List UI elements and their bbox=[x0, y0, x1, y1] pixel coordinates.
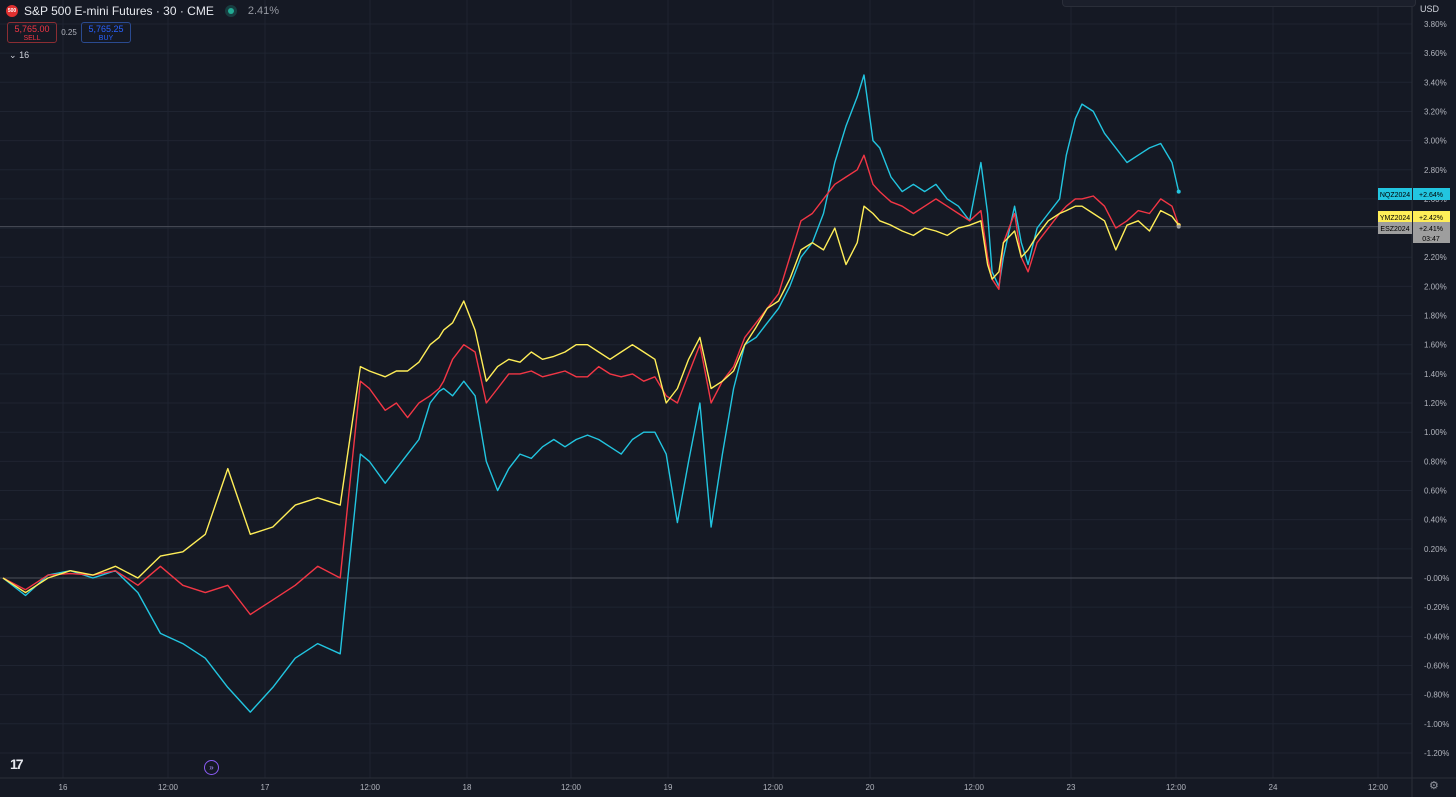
goto-realtime-icon[interactable]: » bbox=[204, 760, 219, 775]
buy-button[interactable]: 5,765.25 BUY bbox=[81, 22, 131, 43]
currency-selector[interactable]: USD bbox=[1420, 4, 1440, 14]
series-endpoint-esz2024 bbox=[1176, 224, 1181, 229]
series-line-rty bbox=[2, 154, 1180, 616]
y-tick-label: -0.80% bbox=[1424, 691, 1449, 700]
badge-esz2024-label-bg bbox=[1378, 222, 1412, 234]
symbol-title[interactable]: S&P 500 E-mini Futures · 30 · CME bbox=[24, 4, 214, 18]
x-tick-label: 20 bbox=[866, 783, 875, 792]
countdown-label: 03:47 bbox=[1422, 236, 1440, 243]
y-tick-label: 3.20% bbox=[1424, 107, 1447, 116]
badge-ymz2024-value-bg bbox=[1413, 211, 1450, 223]
sp500-logo-icon: 500 bbox=[6, 5, 18, 17]
x-tick-label: 16 bbox=[59, 783, 68, 792]
symbol-header: 500 S&P 500 E-mini Futures · 30 · CME 2.… bbox=[6, 4, 279, 18]
chevron-down-icon: ⌄ bbox=[9, 50, 17, 60]
badge-esz2024-value-bg bbox=[1413, 222, 1450, 234]
badge-esz2024: ESZ2024 +2.41% bbox=[1378, 222, 1450, 234]
badge-esz2024-name: ESZ2024 bbox=[1380, 226, 1409, 233]
badge-nqz2024-name: NQZ2024 bbox=[1380, 192, 1410, 199]
y-tick-label: 0.60% bbox=[1424, 487, 1447, 496]
badge-nqz2024-label-bg bbox=[1378, 188, 1412, 200]
market-status-icon bbox=[227, 8, 234, 14]
badge-nqz2024-value-bg bbox=[1413, 188, 1450, 200]
x-tick-label: 19 bbox=[664, 783, 673, 792]
spread-value: 0.25 bbox=[61, 28, 77, 37]
y-tick-label: 0.80% bbox=[1424, 457, 1447, 466]
y-tick-label: 1.80% bbox=[1424, 312, 1447, 321]
buy-price: 5,765.25 bbox=[88, 24, 124, 34]
badge-nqz2024: NQZ2024 +2.64% bbox=[1378, 188, 1450, 200]
y-tick-label: 1.40% bbox=[1424, 370, 1447, 379]
sell-price: 5,765.00 bbox=[14, 24, 50, 34]
badge-esz2024-value: +2.41% bbox=[1419, 226, 1443, 233]
sell-label: SELL bbox=[23, 35, 41, 42]
series-line-ymz2024 bbox=[2, 205, 1180, 594]
trade-panel: 5,765.00 SELL 0.25 5,765.25 BUY bbox=[7, 22, 131, 43]
header-change: 2.41% bbox=[247, 5, 280, 17]
top-toolbar bbox=[1062, 0, 1416, 7]
y-tick-label: 3.60% bbox=[1424, 49, 1447, 58]
badge-ymz2024-label-bg bbox=[1378, 211, 1412, 223]
series-endpoint-nqz2024 bbox=[1176, 189, 1181, 194]
y-tick-label: 0.40% bbox=[1424, 516, 1447, 525]
y-tick-label: -0.00% bbox=[1424, 574, 1449, 583]
x-tick-label: 12:00 bbox=[1166, 783, 1187, 792]
x-tick-label: 12:00 bbox=[360, 783, 381, 792]
indicators-count: 16 bbox=[19, 50, 30, 60]
y-tick-label: -1.00% bbox=[1424, 720, 1449, 729]
series-line-nqz2024 bbox=[2, 74, 1180, 713]
y-tick-label: 0.20% bbox=[1424, 545, 1447, 554]
y-tick-label: 3.00% bbox=[1424, 137, 1447, 146]
y-tick-label: 3.40% bbox=[1424, 78, 1447, 87]
badge-ymz2024: YMZ2024 +2.42% bbox=[1378, 211, 1450, 223]
x-tick-label: 23 bbox=[1067, 783, 1076, 792]
indicators-toggle[interactable]: ⌄ 16 bbox=[9, 50, 29, 61]
countdown-bg bbox=[1413, 233, 1450, 243]
y-tick-label: 2.80% bbox=[1424, 166, 1447, 175]
y-tick-label: -0.60% bbox=[1424, 661, 1449, 670]
tradingview-logo-icon[interactable]: 17 bbox=[10, 756, 24, 772]
y-tick-label: 2.00% bbox=[1424, 282, 1447, 291]
x-tick-label: 12:00 bbox=[964, 783, 985, 792]
x-tick-label: 24 bbox=[1269, 783, 1278, 792]
x-tick-label: 12:00 bbox=[158, 783, 179, 792]
sell-button[interactable]: 5,765.00 SELL bbox=[7, 22, 57, 43]
y-tick-label: -1.20% bbox=[1424, 749, 1449, 758]
x-tick-label: 18 bbox=[463, 783, 472, 792]
y-tick-label: 3.80% bbox=[1424, 20, 1447, 29]
gear-icon[interactable]: ⚙ bbox=[1429, 780, 1439, 792]
y-tick-label: 2.20% bbox=[1424, 253, 1447, 262]
badge-ymz2024-value: +2.42% bbox=[1419, 215, 1443, 222]
x-tick-label: 17 bbox=[261, 783, 270, 792]
buy-label: BUY bbox=[98, 35, 114, 42]
x-tick-label: 12:00 bbox=[561, 783, 582, 792]
badge-nqz2024-value: +2.64% bbox=[1419, 192, 1443, 199]
y-tick-label: -0.40% bbox=[1424, 632, 1449, 641]
y-tick-label: 1.00% bbox=[1424, 428, 1447, 437]
x-tick-label: 12:00 bbox=[1368, 783, 1389, 792]
y-tick-label: 1.20% bbox=[1424, 399, 1447, 408]
x-tick-label: 12:00 bbox=[763, 783, 784, 792]
badge-ymz2024-name: YMZ2024 bbox=[1380, 215, 1410, 222]
y-tick-label: -0.20% bbox=[1424, 603, 1449, 612]
y-tick-label: 1.60% bbox=[1424, 341, 1447, 350]
